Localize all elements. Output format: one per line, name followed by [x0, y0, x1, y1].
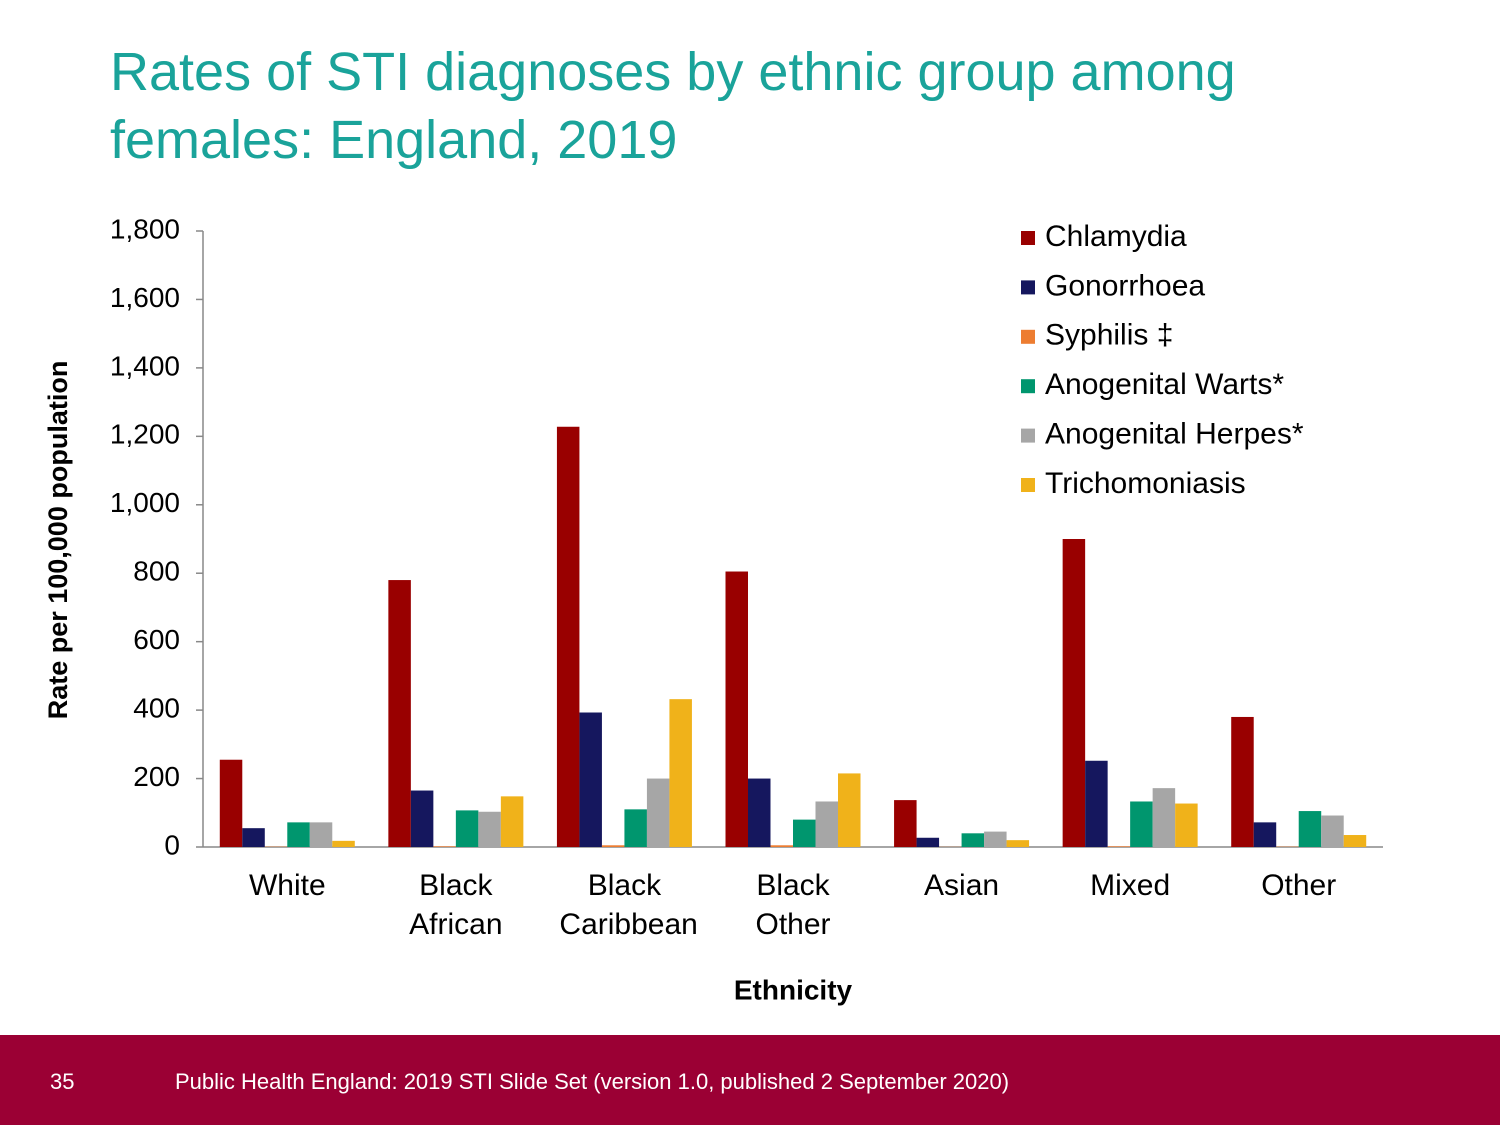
bar	[646, 778, 670, 847]
bar	[579, 712, 602, 847]
bar	[916, 837, 940, 847]
bar	[601, 845, 625, 847]
bar	[455, 810, 479, 847]
bar	[242, 828, 265, 847]
legend-label: Chlamydia	[1045, 220, 1187, 253]
y-tick-label: 400	[133, 693, 180, 724]
y-tick-label: 600	[133, 624, 180, 655]
page-number: 35	[50, 1069, 75, 1094]
y-tick-label: 0	[164, 829, 180, 860]
source: Public Health England: 2019 STI Slide Se…	[175, 1069, 1010, 1094]
y-tick-label: 1,800	[110, 213, 180, 244]
legend-label: Syphilis ‡	[1045, 319, 1173, 352]
bar	[1321, 815, 1344, 847]
bar	[1085, 760, 1108, 847]
legend-swatch	[1021, 478, 1035, 492]
legend-swatch	[1021, 329, 1035, 344]
bar	[838, 773, 861, 847]
bar	[1130, 801, 1153, 847]
bar	[1062, 539, 1086, 847]
y-axis-title: Rate per 100,000 population	[43, 361, 73, 720]
legend-label: Gonorrhoea	[1045, 269, 1205, 302]
bar	[770, 845, 793, 847]
legend-swatch	[1021, 428, 1035, 443]
y-tick-label: 1,600	[110, 282, 180, 313]
bar	[1152, 788, 1176, 847]
x-axis-title: Ethnicity	[734, 974, 853, 1005]
bar	[1107, 846, 1131, 847]
x-tick-label: White	[248, 869, 326, 902]
bar	[332, 840, 355, 847]
y-tick-label: 800	[133, 556, 180, 587]
y-tick-label: 1,000	[110, 487, 180, 518]
footer: 35 Public Health England: 2019 STI Slide…	[0, 1035, 1500, 1125]
legend-swatch	[1021, 280, 1035, 295]
bar	[287, 822, 310, 847]
bar	[219, 759, 243, 847]
bar	[478, 811, 501, 847]
bar	[961, 833, 985, 847]
legend-label: Trichomoniasis	[1045, 467, 1246, 500]
legend-swatch	[1021, 379, 1035, 394]
bar	[748, 778, 771, 847]
bar	[793, 819, 816, 847]
bar	[1298, 811, 1322, 847]
bar	[894, 800, 917, 847]
x-tick-label: Mixed	[1090, 869, 1171, 902]
legend-label: Anogenital Herpes*	[1045, 418, 1304, 451]
bar	[309, 822, 333, 847]
bar	[815, 801, 838, 847]
x-tick-label: Black Caribbean	[559, 869, 698, 941]
x-tick-label: Black Other	[755, 869, 831, 941]
bar	[725, 571, 748, 847]
y-tick-label: 200	[133, 761, 180, 792]
bar	[1231, 716, 1254, 847]
bar	[669, 699, 692, 847]
bar	[556, 426, 580, 847]
bar	[388, 580, 411, 847]
bar	[1175, 803, 1198, 847]
y-tick-label: 1,400	[110, 350, 180, 381]
bar	[1343, 835, 1367, 847]
bar	[433, 846, 456, 847]
bar	[1006, 840, 1030, 847]
bar	[500, 796, 524, 847]
legend-swatch	[1021, 231, 1035, 245]
bar	[1253, 822, 1277, 847]
x-tick-label: Asian	[924, 869, 1000, 902]
legend-label: Anogenital Warts*	[1045, 368, 1284, 401]
bar	[410, 790, 434, 847]
x-tick-label: Black African	[409, 869, 503, 941]
chart-title: Rates of STI diagnoses by ethnic group a…	[110, 42, 1236, 170]
bar	[624, 809, 647, 847]
x-tick-label: Other	[1261, 869, 1337, 902]
bar	[984, 831, 1007, 847]
y-tick-label: 1,200	[110, 419, 180, 450]
